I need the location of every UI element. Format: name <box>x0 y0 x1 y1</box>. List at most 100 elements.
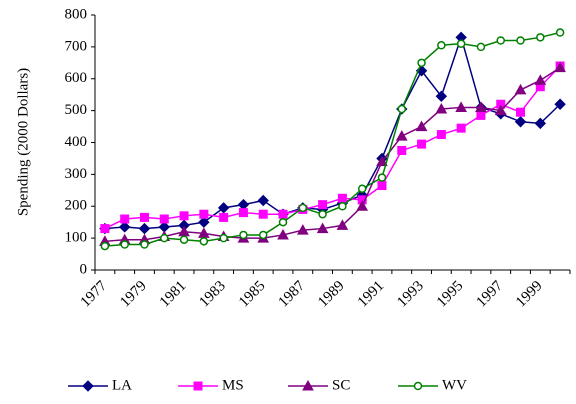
legend-marker <box>302 379 314 391</box>
x-tick-label: 1989 <box>315 278 348 311</box>
x-tick-label: 1977 <box>78 278 111 311</box>
data-point <box>140 240 149 249</box>
data-point <box>198 216 210 228</box>
data-point <box>258 209 268 219</box>
legend-label: MS <box>222 377 244 393</box>
series-line <box>104 66 561 243</box>
legend-label: SC <box>332 377 350 393</box>
data-point <box>435 103 448 114</box>
y-tick-label: 500 <box>65 102 88 118</box>
data-point <box>316 222 329 234</box>
data-point <box>476 110 486 120</box>
data-point <box>536 33 545 42</box>
data-point <box>554 98 566 110</box>
data-point <box>298 203 308 213</box>
y-tick-label: 800 <box>65 6 88 22</box>
data-point <box>120 240 129 249</box>
data-point <box>258 230 268 240</box>
data-point <box>139 212 149 222</box>
data-point <box>337 193 347 203</box>
data-point <box>496 36 505 45</box>
data-point <box>179 211 189 221</box>
y-tick-label: 700 <box>65 38 88 54</box>
legend-marker <box>82 380 94 392</box>
data-point <box>377 181 387 191</box>
data-point <box>415 120 428 132</box>
data-point <box>178 225 190 237</box>
data-point <box>179 235 189 244</box>
x-tick-label: 1997 <box>473 278 506 311</box>
data-point <box>219 212 229 222</box>
data-point <box>377 173 387 182</box>
data-point <box>456 123 466 133</box>
y-tick-label: 100 <box>65 230 88 246</box>
data-point <box>417 139 427 149</box>
data-point <box>338 202 347 211</box>
data-point <box>514 116 527 128</box>
legend-marker <box>413 381 423 391</box>
x-tick-label: 1995 <box>434 278 467 311</box>
x-tick-label: 1987 <box>276 278 309 311</box>
data-point <box>455 101 467 112</box>
data-point <box>356 200 369 211</box>
data-point <box>516 107 526 117</box>
data-point <box>397 104 407 114</box>
data-point <box>476 42 486 52</box>
y-tick-label: 0 <box>80 261 88 277</box>
data-point <box>159 214 169 224</box>
data-point <box>278 217 288 227</box>
legend-marker <box>193 381 203 391</box>
y-tick-label: 400 <box>65 134 88 150</box>
data-point <box>397 145 407 155</box>
data-point <box>357 184 367 193</box>
data-point <box>277 228 289 240</box>
data-point <box>238 208 248 218</box>
data-point <box>555 28 565 37</box>
data-point <box>534 74 547 85</box>
x-tick-label: 1979 <box>117 278 150 311</box>
data-point <box>278 209 288 219</box>
data-point <box>336 219 349 230</box>
data-point <box>138 222 151 235</box>
data-point <box>118 221 131 233</box>
data-point <box>554 61 566 73</box>
data-point <box>376 155 388 167</box>
x-tick-label: 1981 <box>157 278 190 311</box>
data-point <box>160 233 169 243</box>
series-line <box>104 34 561 230</box>
data-point <box>318 209 327 219</box>
y-tick-label: 300 <box>65 166 88 182</box>
data-point <box>436 130 446 140</box>
x-tick-label: 1985 <box>236 278 269 311</box>
data-point <box>296 224 309 235</box>
y-tick-label: 600 <box>65 70 88 86</box>
data-point <box>239 230 248 240</box>
data-point <box>217 202 230 214</box>
data-point <box>120 214 130 224</box>
data-point <box>437 41 446 50</box>
x-tick-label: 1999 <box>513 278 546 311</box>
x-tick-label: 1993 <box>394 278 427 311</box>
x-tick-label: 1983 <box>196 278 229 311</box>
y-axis-title: Spending (2000 Dollars) <box>15 68 31 216</box>
y-tick-label: 200 <box>65 198 88 214</box>
data-point <box>534 117 547 130</box>
data-point <box>219 233 228 243</box>
data-point <box>417 58 426 68</box>
data-point <box>456 39 466 48</box>
data-point <box>257 194 269 207</box>
data-point <box>395 130 408 141</box>
data-point <box>494 104 507 116</box>
data-point <box>100 241 110 251</box>
data-point <box>100 224 110 234</box>
data-point <box>516 36 525 45</box>
data-point <box>199 209 209 219</box>
data-point <box>199 237 209 246</box>
series-line <box>104 31 561 247</box>
data-point <box>318 200 328 210</box>
legend-label: LA <box>112 377 132 393</box>
data-point <box>435 90 448 102</box>
x-tick-label: 1991 <box>355 278 388 311</box>
data-point <box>514 83 527 95</box>
